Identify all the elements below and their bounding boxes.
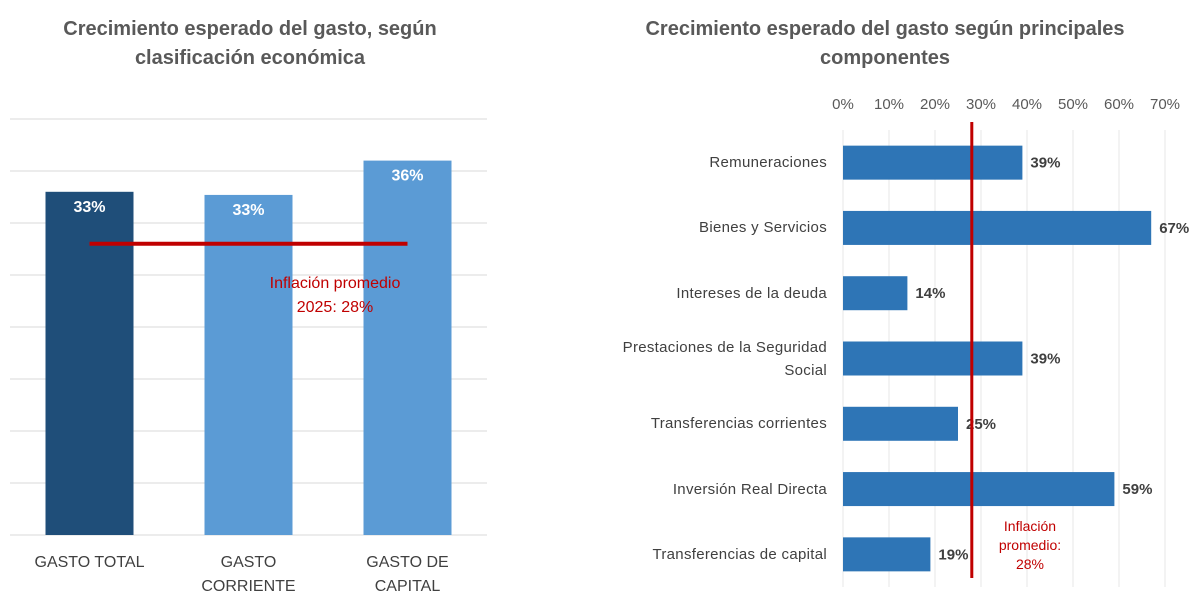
x-tick-label: 50% — [1058, 96, 1088, 113]
data-label: 39% — [1030, 351, 1060, 368]
bar — [843, 341, 1023, 376]
data-label: 67% — [1159, 220, 1189, 237]
y-tick-label: Inversión Real Directa — [672, 480, 827, 498]
x-tick-label: 30% — [966, 96, 996, 113]
data-label: 36% — [391, 168, 423, 185]
y-tick-label: Prestaciones de la Seguridad Social — [622, 338, 827, 379]
y-tick-label: Intereses de la deuda — [676, 284, 827, 302]
y-tick-label: Bienes y Servicios — [699, 219, 827, 237]
bar — [843, 145, 1023, 180]
bar — [45, 191, 134, 536]
data-label: 39% — [1030, 155, 1060, 172]
bar — [843, 406, 958, 441]
data-label: 25% — [966, 416, 996, 433]
bar — [843, 276, 908, 311]
data-label: 19% — [938, 546, 968, 563]
x-tick-label: GASTO CORRIENTE — [201, 554, 296, 595]
annotation: Inflación promedio: 28% — [998, 518, 1062, 572]
x-tick-label: GASTO DE CAPITAL — [366, 554, 449, 595]
bar — [204, 194, 293, 536]
bar — [363, 160, 452, 535]
bar — [843, 472, 1115, 507]
y-tick-label: Remuneraciones — [709, 154, 827, 172]
chart-title: Crecimiento esperado del gasto según pri… — [645, 18, 1125, 69]
data-label: 59% — [1122, 481, 1152, 498]
x-tick-label: 40% — [1012, 96, 1042, 113]
x-tick-label: 70% — [1150, 96, 1180, 113]
data-label: 33% — [73, 199, 105, 216]
bar — [843, 210, 1152, 245]
y-tick-label: Transferencias de capital — [652, 545, 827, 563]
data-label: 33% — [232, 202, 264, 219]
bar — [843, 537, 931, 572]
x-tick-label: GASTO TOTAL — [34, 554, 145, 571]
x-tick-label: 10% — [874, 96, 904, 113]
chart-title: Crecimiento esperado del gasto, según cl… — [63, 18, 437, 69]
x-tick-label: 60% — [1104, 96, 1134, 113]
x-tick-label: 20% — [920, 96, 950, 113]
annotation: Inflación promedio 2025: 28% — [269, 275, 401, 316]
y-tick-label: Transferencias corrientes — [650, 415, 827, 433]
data-label: 14% — [915, 285, 945, 302]
x-tick-label: 0% — [832, 96, 854, 113]
